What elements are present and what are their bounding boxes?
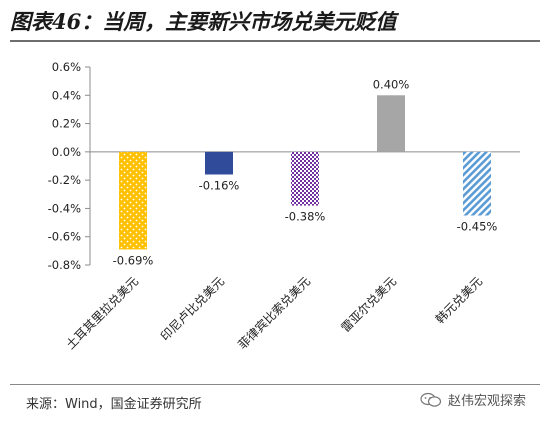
bar: [205, 151, 233, 175]
bars: [119, 95, 491, 250]
bar: [377, 95, 405, 152]
page-title: 图表46：当周，主要新兴市场兑美元贬值: [10, 9, 397, 34]
y-axis: 0.6% 0.4% 0.2% 0.0% -0.2% -0.4% -0.6% -0.8%: [48, 60, 520, 272]
y-tick-label: -0.4%: [48, 201, 81, 215]
data-label: -0.38%: [285, 210, 326, 224]
footer-rule: [10, 384, 540, 385]
y-tick-label: -0.8%: [48, 258, 81, 272]
bar: [463, 151, 491, 216]
y-tick-label: 0.6%: [52, 60, 81, 74]
y-tick-label: -0.6%: [48, 230, 81, 244]
data-label: -0.45%: [457, 220, 498, 234]
data-label: 0.40%: [373, 77, 410, 91]
category-label: 韩元兑美元: [432, 274, 485, 327]
category-label: 土耳其里拉兑美元: [63, 274, 141, 352]
watermark-text: 赵伟宏观探索: [448, 394, 527, 409]
bar-chart: 0.6% 0.4% 0.2% 0.0% -0.2% -0.4% -0.6% -0.8% -0.…: [48, 60, 520, 352]
wechat-icon: [420, 392, 442, 407]
data-label: -0.69%: [113, 253, 154, 267]
data-label: -0.16%: [199, 178, 240, 192]
y-tick-label: 0.0%: [52, 145, 81, 159]
title-rule: [10, 40, 540, 42]
bar: [291, 151, 319, 206]
category-label: 印尼卢比兑美元: [157, 274, 227, 344]
category-labels: 土耳其里拉兑美元 印尼卢比兑美元 菲律宾比索兑美元 雷亚尔兑美元 韩元兑美元: [63, 274, 485, 352]
category-label: 菲律宾比索兑美元: [235, 274, 313, 352]
source-note: 来源：Wind，国金证券研究所: [26, 397, 202, 412]
category-label: 雷亚尔兑美元: [338, 274, 400, 336]
watermark: 赵伟宏观探索: [420, 390, 526, 409]
y-tick-label: 0.2%: [52, 117, 81, 131]
y-tick-label: 0.4%: [52, 88, 81, 102]
y-tick-label: -0.2%: [48, 173, 81, 187]
data-labels: -0.69% -0.16% -0.38% 0.40% -0.45%: [113, 77, 498, 267]
bar: [119, 151, 147, 250]
